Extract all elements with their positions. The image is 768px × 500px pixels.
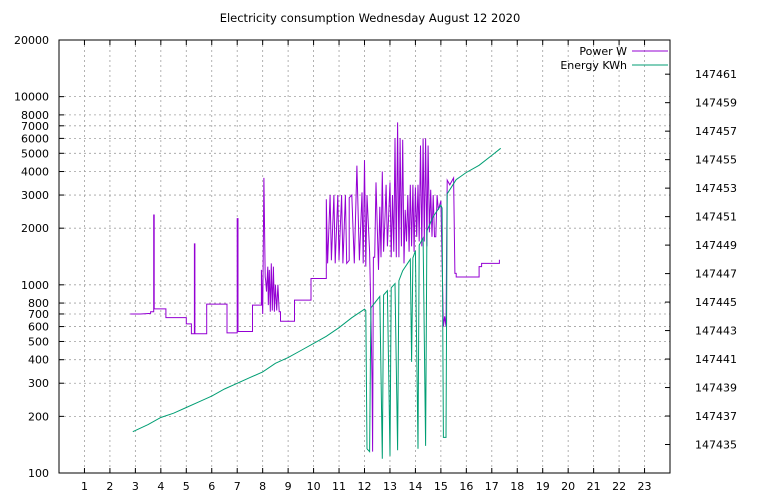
y-left-tick-label: 600 [28, 321, 49, 334]
x-tick-label: 22 [612, 480, 626, 493]
y-left-tick-label: 700 [28, 308, 49, 321]
x-tick-label: 11 [332, 480, 346, 493]
y-left-tick-label: 3000 [21, 189, 49, 202]
series-group [130, 122, 502, 459]
y-right-tick-label: 147459 [695, 97, 737, 110]
x-tick-label: 12 [358, 480, 372, 493]
x-tick-label: 13 [383, 480, 397, 493]
x-tick-label: 7 [234, 480, 241, 493]
y-left-tick-label: 20000 [14, 34, 49, 47]
y-right-tick-label: 147447 [695, 268, 737, 281]
x-tick-label: 16 [459, 480, 473, 493]
y-right-tick-label: 147451 [695, 211, 737, 224]
y-left-tick-label: 200 [28, 410, 49, 423]
y-right-tick-label: 147435 [695, 439, 737, 452]
y-left-tick-label: 1000 [21, 279, 49, 292]
legend-label-power: Power W [579, 45, 627, 58]
y-left-tick-label: 800 [28, 297, 49, 310]
x-tick-label: 20 [561, 480, 575, 493]
y-right-tick-label: 147449 [695, 239, 737, 252]
x-tick-label: 17 [485, 480, 499, 493]
y-left-tick-label: 7000 [21, 120, 49, 133]
x-tick-label: 5 [183, 480, 190, 493]
power-series-line [130, 122, 500, 452]
x-tick-label: 9 [285, 480, 292, 493]
y-right-tick-label: 147443 [695, 325, 737, 338]
x-tick-label: 6 [208, 480, 215, 493]
x-tick-label: 21 [587, 480, 601, 493]
energy-series-line [132, 147, 502, 459]
y-left-tick-label: 400 [28, 354, 49, 367]
y-left-tick-label: 4000 [21, 166, 49, 179]
y-left-tick-label: 500 [28, 335, 49, 348]
y-right-tick-label: 147453 [695, 182, 737, 195]
y-right-tick-label: 147445 [695, 296, 737, 309]
y-right-tick-label: 147441 [695, 353, 737, 366]
y-left-tick-label: 5000 [21, 147, 49, 160]
x-tick-label: 14 [408, 480, 422, 493]
y-left-tick-label: 8000 [21, 109, 49, 122]
y-right-tick-label: 147439 [695, 382, 737, 395]
y-right-tick-label: 147461 [695, 68, 737, 81]
x-tick-label: 10 [307, 480, 321, 493]
x-tick-label: 18 [510, 480, 524, 493]
y-axis-right: 147435 147437 147439 147441 147443 147445 1474… [665, 68, 737, 452]
y-right-tick-label: 147457 [695, 125, 737, 138]
x-tick-label: 23 [638, 480, 652, 493]
y-left-tick-label: 300 [28, 377, 49, 390]
x-tick-label: 19 [536, 480, 550, 493]
x-tick-label: 8 [259, 480, 266, 493]
x-tick-label: 15 [434, 480, 448, 493]
y-left-tick-label: 6000 [21, 132, 49, 145]
x-axis: 1 2 3 4 5 6 7 8 9 10 11 12 13 14 15 16 17 18 19 20 21 22 23 [81, 40, 652, 493]
grid-lines [59, 40, 670, 473]
y-left-tick-label: 10000 [14, 91, 49, 104]
y-right-tick-label: 147455 [695, 154, 737, 167]
legend: Power W Energy KWh [560, 45, 668, 72]
x-tick-label: 4 [157, 480, 164, 493]
y-left-tick-label: 2000 [21, 222, 49, 235]
y-right-tick-label: 147437 [695, 410, 737, 423]
x-tick-label: 1 [81, 480, 88, 493]
chart-title: Electricity consumption Wednesday August… [220, 11, 521, 25]
y-left-tick-label: 100 [28, 467, 49, 480]
x-tick-label: 3 [132, 480, 139, 493]
legend-label-energy: Energy KWh [560, 59, 627, 72]
x-tick-label: 2 [106, 480, 113, 493]
